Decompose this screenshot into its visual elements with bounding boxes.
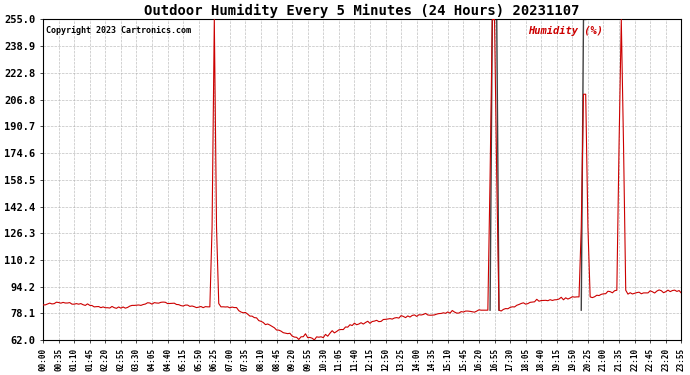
Title: Outdoor Humidity Every 5 Minutes (24 Hours) 20231107: Outdoor Humidity Every 5 Minutes (24 Hou… (144, 4, 580, 18)
Text: Humidity (%): Humidity (%) (528, 26, 603, 36)
Text: Copyright 2023 Cartronics.com: Copyright 2023 Cartronics.com (46, 26, 191, 35)
